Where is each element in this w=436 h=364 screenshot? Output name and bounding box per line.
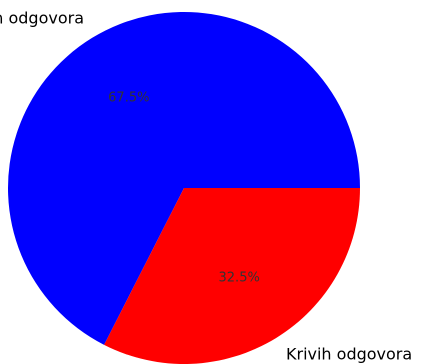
pie-percent-label-1: 67.5% (108, 90, 149, 105)
pie-category-labels: Točnih odgovora Krivih odgovora (0, 9, 412, 364)
pie-category-label-1: Točnih odgovora (0, 9, 84, 28)
pie-slices (7, 11, 360, 364)
pie-slice-2 (104, 188, 360, 364)
pie-slice-1 (7, 11, 360, 345)
pie-percent-label-2: 32.5% (219, 271, 260, 286)
pie-percent-labels: 67.5% 32.5% (108, 90, 260, 285)
pie-category-label-2: Krivih odgovora (286, 345, 412, 364)
